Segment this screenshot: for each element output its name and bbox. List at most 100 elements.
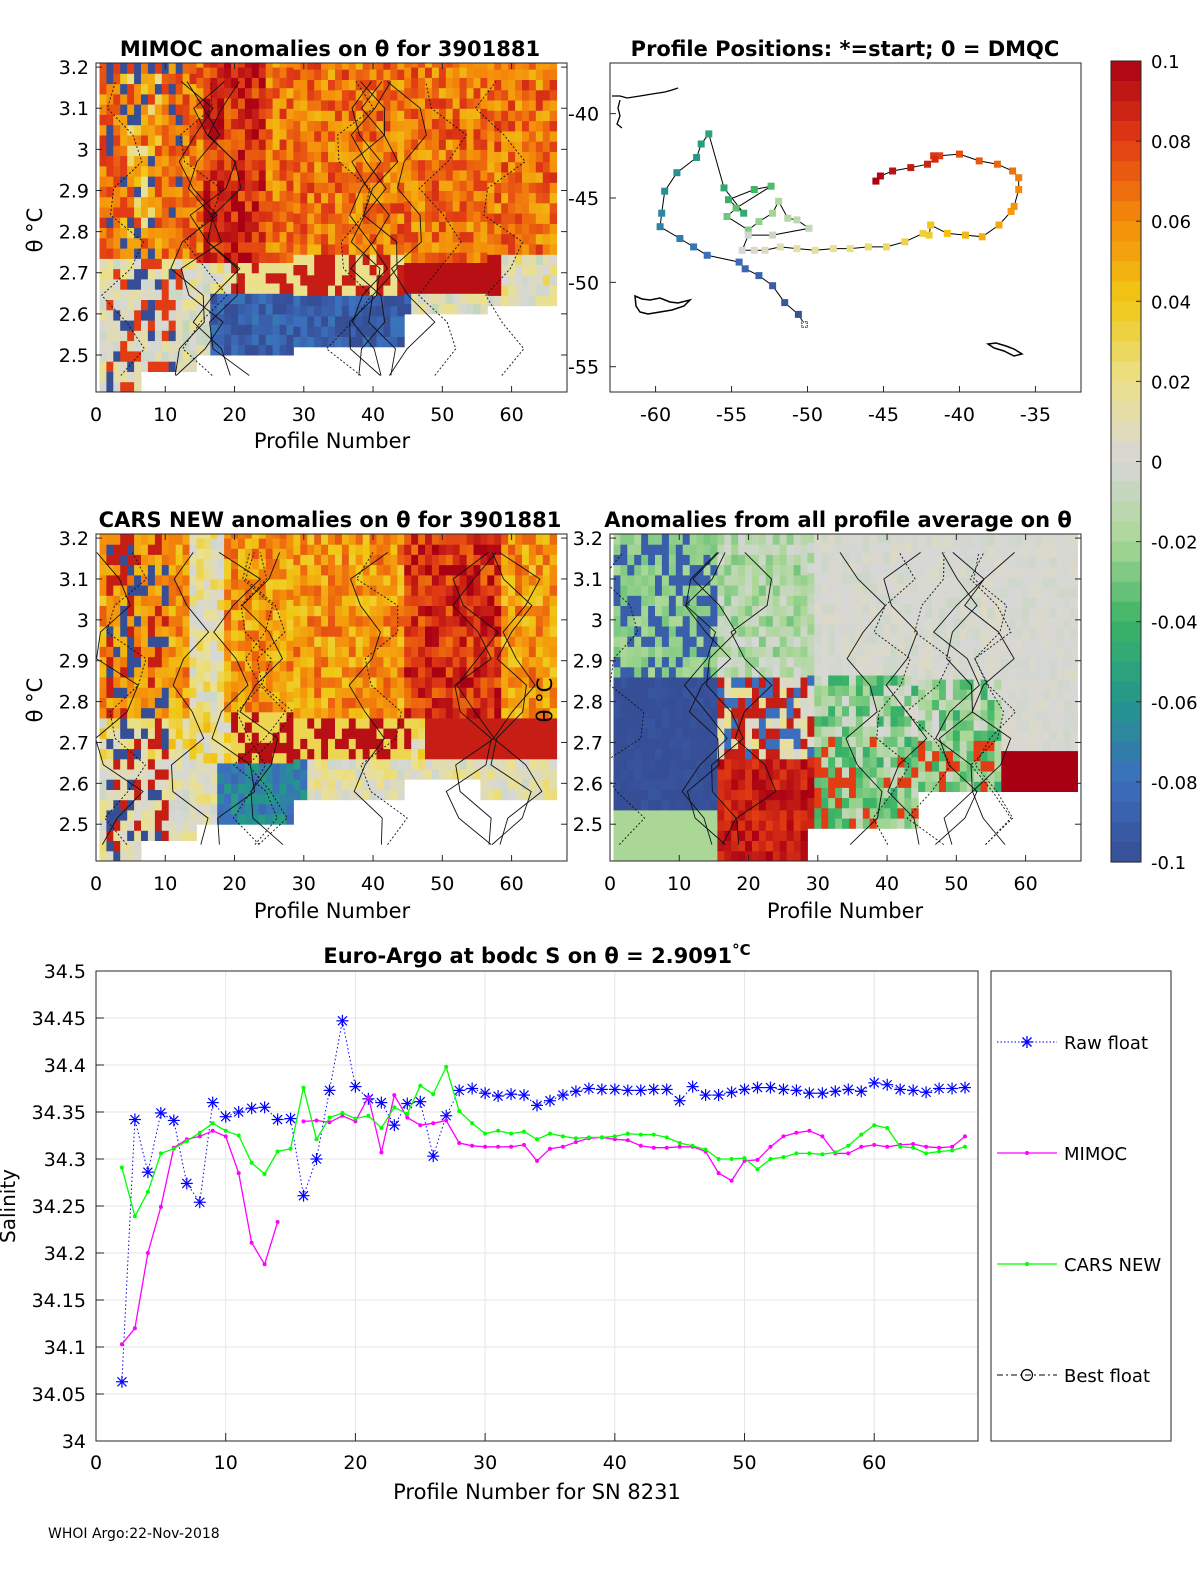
heatmap-cell [231,762,239,774]
heatmap-cell [703,789,711,801]
heatmap-cell [258,793,267,805]
heatmap-cell [397,202,405,214]
heatmap-cell [99,707,107,719]
heatmap-cell [682,820,691,831]
heatmap-cell [286,128,294,140]
heatmap-cell [244,211,253,222]
heatmap-cell [279,200,287,212]
heatmap-cell [369,564,377,576]
heatmap-cell [300,151,308,163]
heatmap-cell [99,217,107,228]
heatmap-cell [154,114,163,126]
heatmap-cell [800,605,808,617]
heatmap-cell [613,656,621,668]
heatmap-cell [217,63,225,68]
heatmap-cell [279,691,287,703]
heatmap-cell [189,687,197,698]
heatmap-cell [459,98,467,109]
heatmap-cell [487,274,495,286]
heatmap-cell [224,732,232,743]
heatmap-cell [168,534,177,545]
heatmap-cell [383,285,391,296]
heatmap-cell [765,564,774,576]
profile-position-marker [735,258,743,266]
heatmap-cell [452,717,461,729]
heatmap-cell [258,272,267,284]
heatmap-cell [141,340,149,352]
heatmap-cell [300,585,308,596]
heatmap-cell [786,830,794,841]
heatmap-cell [487,295,495,307]
heatmap-cell [528,254,537,265]
heatmap-cell [515,717,523,729]
heatmap-cell [272,211,280,222]
colorbar-tick-label: 0.04 [1151,292,1191,313]
heatmap-cell [466,534,474,545]
heatmap-cell [258,334,267,346]
heatmap-cell [175,554,184,566]
heatmap-cell [113,585,121,596]
heatmap-cell [689,707,698,719]
heatmap-cell [189,809,197,821]
heatmap-cell [258,283,267,294]
heatmap-cell [196,169,204,181]
heatmap-cell [668,769,677,780]
heatmap-cell [314,636,322,647]
ytick-label: 3.1 [59,569,89,591]
heatmap-cell [779,789,788,801]
heatmap-cell [418,221,426,233]
heatmap-cell [251,159,260,171]
heatmap-cell [627,605,635,617]
heatmap-cell [752,707,760,719]
heatmap-cell [627,799,635,811]
heatmap-cell [265,169,274,181]
heatmap-cell [438,169,447,181]
heatmap-cell [224,77,232,89]
heatmap-cell [161,697,170,709]
heatmap-cell [293,254,301,265]
profile-position-marker [769,209,777,217]
heatmap-cell [542,636,551,647]
heatmap-cell [203,211,211,222]
heatmap-cell [99,850,107,861]
heatmap-cell [224,241,232,253]
xtick-label: 0 [90,404,102,426]
heatmap-cell [154,361,163,372]
heatmap-cell [549,192,558,204]
heatmap-cell [134,697,142,709]
heatmap-cell [675,707,684,719]
heatmap-cell [480,63,488,68]
heatmap-cell [772,574,781,586]
heatmap-cell [390,264,398,276]
heatmap-cell [196,558,204,570]
heatmap-cell [120,564,128,576]
heatmap-cell [528,172,537,183]
heatmap-cell [779,636,788,647]
heatmap-cell [431,180,440,191]
heatmap-cell [445,231,454,243]
heatmap-cell [272,272,280,284]
heatmap-cell [765,850,774,861]
contour-line [206,81,250,376]
heatmap-cell [251,77,260,89]
heatmap-cell [431,252,440,263]
heatmap-cell [106,840,114,852]
heatmap-cell [549,89,558,101]
heatmap-cell [383,315,391,327]
heatmap-cell [189,646,197,658]
heatmap-cell [397,728,405,739]
heatmap-cell [362,130,371,142]
heatmap-cell [682,799,691,811]
heatmap-cell [348,89,357,101]
heatmap-cell [286,660,294,672]
heatmap-cell [682,830,691,841]
heatmap-cell [99,820,107,831]
heatmap-cell [752,636,760,647]
heatmap-cell [745,758,753,770]
heatmap-cell [542,63,551,70]
coastlines [612,87,1024,357]
profile-position-marker [738,246,746,254]
heatmap-cell [549,769,558,780]
heatmap-cell [196,108,204,119]
heatmap-cell [648,534,656,545]
